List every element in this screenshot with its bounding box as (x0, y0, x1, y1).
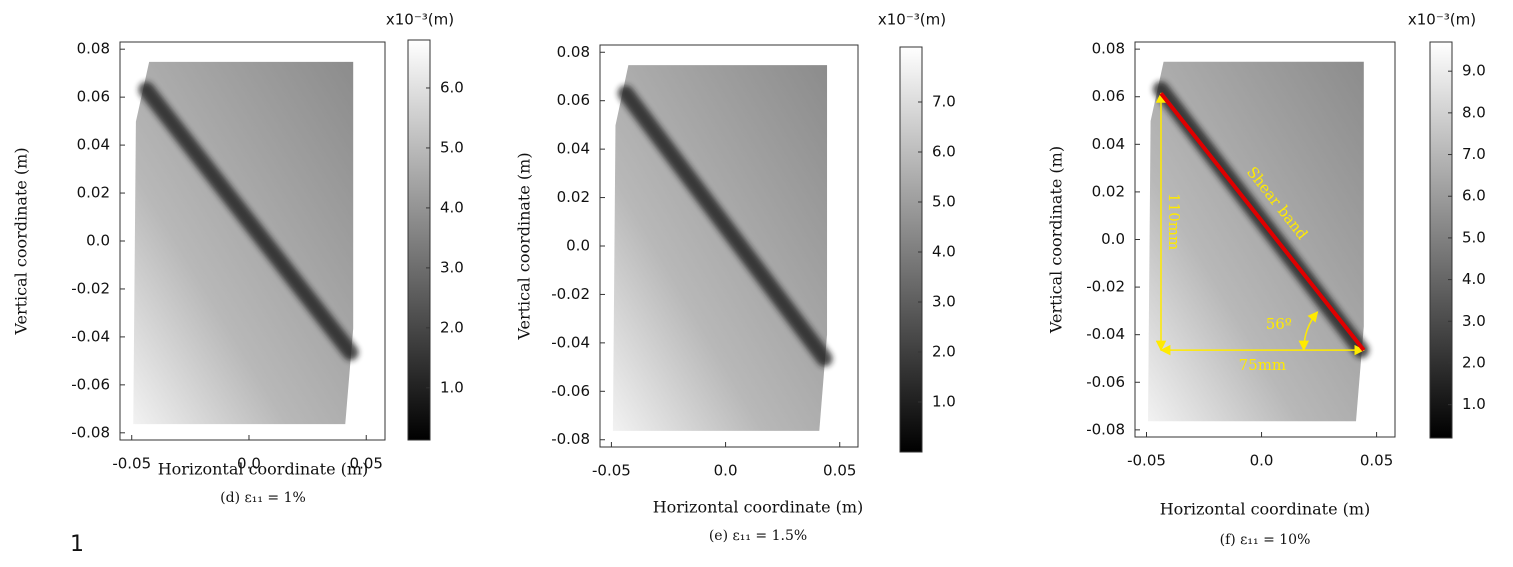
x-tick-label: 0.05 (1360, 452, 1393, 470)
footnote: 1 (70, 532, 84, 557)
y-tick-label: -0.02 (71, 279, 110, 297)
colorbar-tick-label: 9.0 (1462, 62, 1486, 80)
colorbar-tick-label: 5.0 (1462, 228, 1486, 246)
y-tick-label: -0.02 (1086, 278, 1125, 296)
colorbar (899, 46, 923, 453)
caption: (d) ε₁₁ = 1% (220, 490, 306, 506)
y-tick-label: 0.06 (1092, 87, 1125, 105)
colorbar-tick-label: 4.0 (440, 198, 464, 216)
colorbar-tick-label: 1.0 (1462, 395, 1486, 413)
y-tick-label: 0.06 (77, 88, 110, 106)
y-tick-label: 0.08 (557, 43, 590, 61)
y-tick-label: -0.06 (1086, 373, 1125, 391)
y-tick-label: 0.08 (77, 40, 110, 58)
y-tick-label: -0.02 (551, 285, 590, 303)
x-tick-label: 0.0 (237, 455, 261, 473)
colorbar-tick-label: 3.0 (440, 258, 464, 276)
colorbar-tick-label: 3.0 (1462, 312, 1486, 330)
y-axis-label: Vertical coordinate (m) (12, 147, 31, 335)
y-tick-label: -0.06 (71, 375, 110, 393)
colorbar-tick-label: 5.0 (932, 193, 956, 211)
colorbar-tick-label: 2.0 (1462, 353, 1486, 371)
y-tick-label: 0.0 (566, 237, 590, 255)
colorbar-tick-label: 5.0 (440, 138, 464, 156)
y-tick-label: -0.04 (1086, 325, 1125, 343)
colorbar-label: x10⁻³(m) (878, 11, 946, 29)
colorbar-tick-label: 4.0 (932, 243, 956, 261)
x-tick-label: -0.05 (112, 455, 151, 473)
y-tick-label: 0.0 (86, 232, 110, 250)
x-tick-label: -0.05 (592, 462, 631, 480)
colorbar-tick-label: 6.0 (1462, 187, 1486, 205)
y-tick-label: 0.02 (77, 184, 110, 202)
annotation: 56º (1266, 315, 1292, 333)
x-tick-label: -0.05 (1127, 452, 1166, 470)
y-tick-label: 0.0 (1101, 230, 1125, 248)
y-tick-label: 0.02 (557, 188, 590, 206)
x-tick-label: 0.05 (350, 455, 383, 473)
colorbar-tick-label: 2.0 (932, 343, 956, 361)
colorbar-label: x10⁻³(m) (386, 11, 454, 29)
x-axis-label: Horizontal coordinate (m) (1160, 500, 1371, 519)
colorbar-tick-label: 8.0 (1462, 103, 1486, 121)
caption: (f) ε₁₁ = 10% (1220, 532, 1311, 548)
caption: (e) ε₁₁ = 1.5% (709, 528, 807, 544)
colorbar-tick-label: 6.0 (932, 143, 956, 161)
colorbar (407, 39, 431, 441)
shear-band-shade (617, 85, 833, 367)
colorbar (1429, 41, 1453, 439)
x-axis-label: Horizontal coordinate (m) (158, 460, 369, 479)
y-tick-label: 0.04 (557, 140, 590, 158)
colorbar-label: x10⁻³(m) (1408, 11, 1476, 29)
annotation: 75mm (1239, 356, 1287, 374)
y-axis-label: Vertical coordinate (m) (1047, 146, 1066, 334)
x-tick-label: 0.05 (823, 462, 856, 480)
shear-band-line (1159, 92, 1366, 352)
x-axis-label: Horizontal coordinate (m) (653, 498, 864, 517)
y-tick-label: -0.08 (71, 423, 110, 441)
x-tick-label: 0.0 (714, 462, 738, 480)
shear-band-shade (138, 81, 359, 361)
colorbar-tick-label: 2.0 (440, 318, 464, 336)
colorbar-tick-label: 7.0 (932, 93, 956, 111)
y-tick-label: 0.02 (1092, 182, 1125, 200)
y-tick-label: -0.08 (551, 430, 590, 448)
colorbar-tick-label: 7.0 (1462, 145, 1486, 163)
y-tick-label: 0.08 (1092, 40, 1125, 58)
y-tick-label: 0.04 (77, 136, 110, 154)
y-tick-label: -0.06 (551, 382, 590, 400)
y-tick-label: -0.04 (551, 333, 590, 351)
colorbar-tick-label: 6.0 (440, 78, 464, 96)
angle-arc (1298, 311, 1319, 352)
colorbar-tick-label: 4.0 (1462, 270, 1486, 288)
y-axis-label: Vertical coordinate (m) (515, 152, 534, 340)
colorbar-tick-label: 3.0 (932, 293, 956, 311)
y-tick-label: -0.08 (1086, 420, 1125, 438)
y-tick-label: 0.04 (1092, 135, 1125, 153)
annotation: 110mm (1165, 193, 1183, 250)
y-tick-label: -0.04 (71, 327, 110, 345)
x-tick-label: 0.0 (1250, 452, 1274, 470)
y-tick-label: 0.06 (557, 91, 590, 109)
colorbar-tick-label: 1.0 (440, 378, 464, 396)
colorbar-tick-label: 1.0 (932, 393, 956, 411)
